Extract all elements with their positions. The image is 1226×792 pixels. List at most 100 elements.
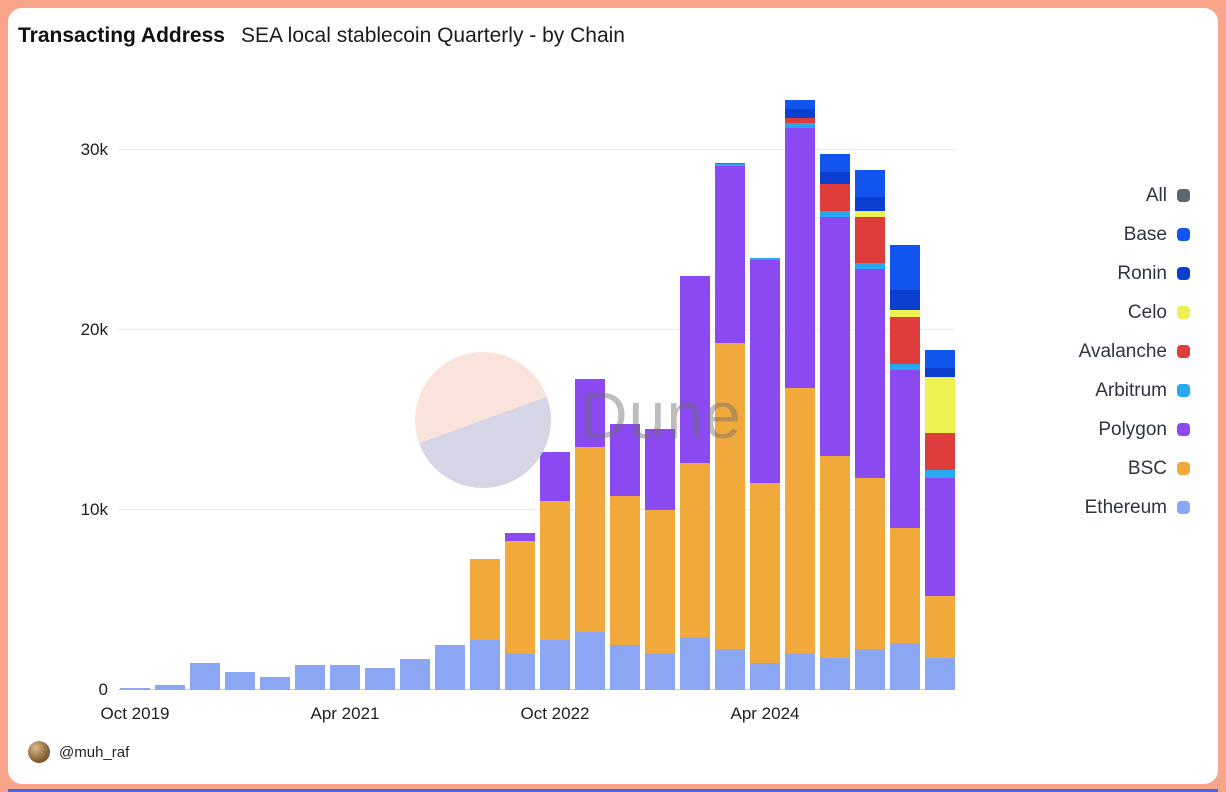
- bar-segment-avalanche[interactable]: [715, 162, 745, 165]
- legend-item-ronin[interactable]: Ronin: [1079, 254, 1190, 293]
- bar-segment-celo[interactable]: [925, 376, 955, 433]
- bar-segment-celo[interactable]: [855, 211, 885, 217]
- bar-segment-base[interactable]: [855, 169, 885, 197]
- bar-segment-base[interactable]: [925, 349, 955, 368]
- bar-oct-2024[interactable]: [820, 96, 850, 690]
- bar-segment-ethereum[interactable]: [855, 648, 885, 690]
- bar-segment-polygon[interactable]: [855, 268, 885, 478]
- bar-segment-ethereum[interactable]: [505, 654, 535, 690]
- bar-jul-2025[interactable]: [925, 96, 955, 690]
- bar-segment-bsc[interactable]: [785, 387, 815, 654]
- bar-segment-avalanche[interactable]: [890, 317, 920, 365]
- bar-apr-2020[interactable]: [190, 96, 220, 690]
- bar-oct-2022[interactable]: [540, 96, 570, 690]
- bar-segment-polygon[interactable]: [715, 166, 745, 343]
- bar-apr-2024[interactable]: [750, 96, 780, 690]
- bar-segment-ethereum[interactable]: [785, 654, 815, 690]
- bar-segment-ethereum[interactable]: [645, 654, 675, 690]
- bar-segment-bsc[interactable]: [540, 501, 570, 640]
- bar-segment-ronin[interactable]: [890, 290, 920, 311]
- legend-item-bsc[interactable]: BSC: [1079, 449, 1190, 488]
- bar-segment-ethereum[interactable]: [155, 684, 185, 690]
- bar-segment-ethereum[interactable]: [295, 664, 325, 690]
- bar-oct-2023[interactable]: [680, 96, 710, 690]
- bar-segment-polygon[interactable]: [785, 128, 815, 388]
- bar-segment-ethereum[interactable]: [610, 645, 640, 690]
- bar-segment-ethereum[interactable]: [400, 659, 430, 690]
- legend-item-avalanche[interactable]: Avalanche: [1079, 332, 1190, 371]
- bar-segment-bsc[interactable]: [855, 477, 885, 649]
- bar-segment-arbitrum[interactable]: [785, 123, 815, 129]
- bar-segment-ronin[interactable]: [785, 108, 815, 118]
- bar-segment-avalanche[interactable]: [785, 117, 815, 123]
- bar-segment-ethereum[interactable]: [365, 667, 395, 690]
- bar-segment-ethereum[interactable]: [120, 688, 150, 690]
- bar-segment-polygon[interactable]: [750, 259, 780, 483]
- bar-segment-avalanche[interactable]: [855, 216, 885, 264]
- bar-segment-ethereum[interactable]: [470, 639, 500, 690]
- bar-segment-arbitrum[interactable]: [750, 258, 780, 260]
- bar-jul-2023[interactable]: [645, 96, 675, 690]
- bar-jul-2020[interactable]: [225, 96, 255, 690]
- legend-item-polygon[interactable]: Polygon: [1079, 410, 1190, 449]
- bar-oct-2019[interactable]: [120, 96, 150, 690]
- bar-segment-ethereum[interactable]: [225, 672, 255, 690]
- bar-jul-2024[interactable]: [785, 96, 815, 690]
- bar-segment-ethereum[interactable]: [820, 657, 850, 690]
- bar-segment-polygon[interactable]: [610, 423, 640, 496]
- bar-segment-ethereum[interactable]: [540, 639, 570, 690]
- bar-segment-celo[interactable]: [890, 310, 920, 318]
- bar-segment-bsc[interactable]: [750, 483, 780, 663]
- bar-segment-base[interactable]: [890, 245, 920, 291]
- bar-jan-2023[interactable]: [575, 96, 605, 690]
- bar-jan-2021[interactable]: [295, 96, 325, 690]
- bar-segment-arbitrum[interactable]: [855, 263, 885, 269]
- bar-apr-2021[interactable]: [330, 96, 360, 690]
- bar-segment-ethereum[interactable]: [435, 645, 465, 690]
- bar-segment-bsc[interactable]: [715, 342, 745, 649]
- legend-item-arbitrum[interactable]: Arbitrum: [1079, 371, 1190, 410]
- legend-item-base[interactable]: Base: [1079, 215, 1190, 254]
- bar-segment-polygon[interactable]: [540, 452, 570, 501]
- bar-segment-base[interactable]: [785, 99, 815, 109]
- bar-segment-ethereum[interactable]: [575, 632, 605, 690]
- bar-segment-bsc[interactable]: [680, 463, 710, 638]
- bar-segment-arbitrum[interactable]: [820, 211, 850, 217]
- bar-segment-avalanche[interactable]: [820, 184, 850, 212]
- bar-segment-bsc[interactable]: [820, 456, 850, 658]
- bar-apr-2023[interactable]: [610, 96, 640, 690]
- bar-segment-ronin[interactable]: [855, 196, 885, 212]
- bar-segment-bsc[interactable]: [890, 528, 920, 644]
- bar-jul-2022[interactable]: [505, 96, 535, 690]
- bar-jan-2020[interactable]: [155, 96, 185, 690]
- bar-jan-2024[interactable]: [715, 96, 745, 690]
- bar-segment-ethereum[interactable]: [925, 657, 955, 690]
- bar-segment-ronin[interactable]: [820, 171, 850, 185]
- bar-oct-2021[interactable]: [400, 96, 430, 690]
- bar-apr-2022[interactable]: [470, 96, 500, 690]
- bar-jul-2021[interactable]: [365, 96, 395, 690]
- bar-segment-polygon[interactable]: [505, 533, 535, 541]
- legend-item-ethereum[interactable]: Ethereum: [1079, 488, 1190, 527]
- bar-segment-polygon[interactable]: [680, 276, 710, 464]
- bar-segment-polygon[interactable]: [925, 477, 955, 597]
- legend-item-celo[interactable]: Celo: [1079, 293, 1190, 332]
- bar-segment-polygon[interactable]: [890, 369, 920, 528]
- bar-segment-arbitrum[interactable]: [890, 364, 920, 370]
- bar-segment-arbitrum[interactable]: [925, 470, 955, 478]
- bar-segment-bsc[interactable]: [575, 447, 605, 633]
- bar-segment-ethereum[interactable]: [750, 663, 780, 690]
- bar-segment-ethereum[interactable]: [190, 663, 220, 690]
- bar-segment-bsc[interactable]: [610, 495, 640, 645]
- bar-segment-ronin[interactable]: [925, 367, 955, 377]
- bar-oct-2020[interactable]: [260, 96, 290, 690]
- bar-segment-bsc[interactable]: [925, 596, 955, 658]
- bar-jan-2025[interactable]: [855, 96, 885, 690]
- bar-segment-polygon[interactable]: [645, 429, 675, 510]
- bar-segment-base[interactable]: [820, 153, 850, 172]
- bar-segment-arbitrum[interactable]: [715, 164, 745, 167]
- bar-segment-polygon[interactable]: [820, 216, 850, 456]
- legend-item-all[interactable]: All: [1079, 176, 1190, 215]
- bar-apr-2025[interactable]: [890, 96, 920, 690]
- bar-segment-bsc[interactable]: [505, 540, 535, 654]
